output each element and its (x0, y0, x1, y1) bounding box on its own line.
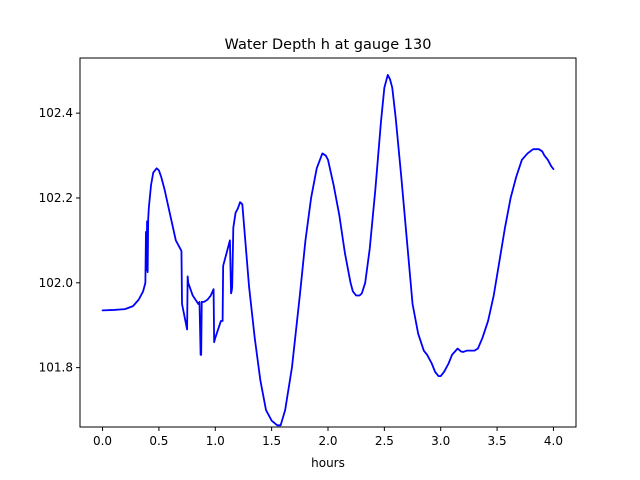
x-tick-label: 4.0 (544, 434, 563, 448)
x-tick-label: 0.0 (93, 434, 112, 448)
x-tick-label: 1.0 (206, 434, 225, 448)
series-line (101, 74, 555, 427)
x-tick-label: 1.5 (262, 434, 281, 448)
x-axis: 0.0 0.5 1.0 1.5 2.0 2.5 3.0 3.5 4.0 (93, 427, 563, 448)
x-tick-label: 0.5 (149, 434, 168, 448)
x-tick-label: 2.0 (318, 434, 337, 448)
y-tick-label: 101.8 (39, 361, 73, 375)
x-axis-label: hours (311, 456, 345, 470)
y-tick-label: 102.0 (39, 276, 73, 290)
x-tick-label: 3.5 (488, 434, 507, 448)
plot-area (101, 74, 555, 427)
y-tick-label: 102.4 (39, 106, 73, 120)
x-tick-label: 3.0 (431, 434, 450, 448)
x-tick-label: 2.5 (375, 434, 394, 448)
y-tick-label: 102.2 (39, 191, 73, 205)
y-axis: 101.8 102.0 102.2 102.4 (39, 106, 80, 375)
chart-title: Water Depth h at gauge 130 (225, 37, 432, 53)
